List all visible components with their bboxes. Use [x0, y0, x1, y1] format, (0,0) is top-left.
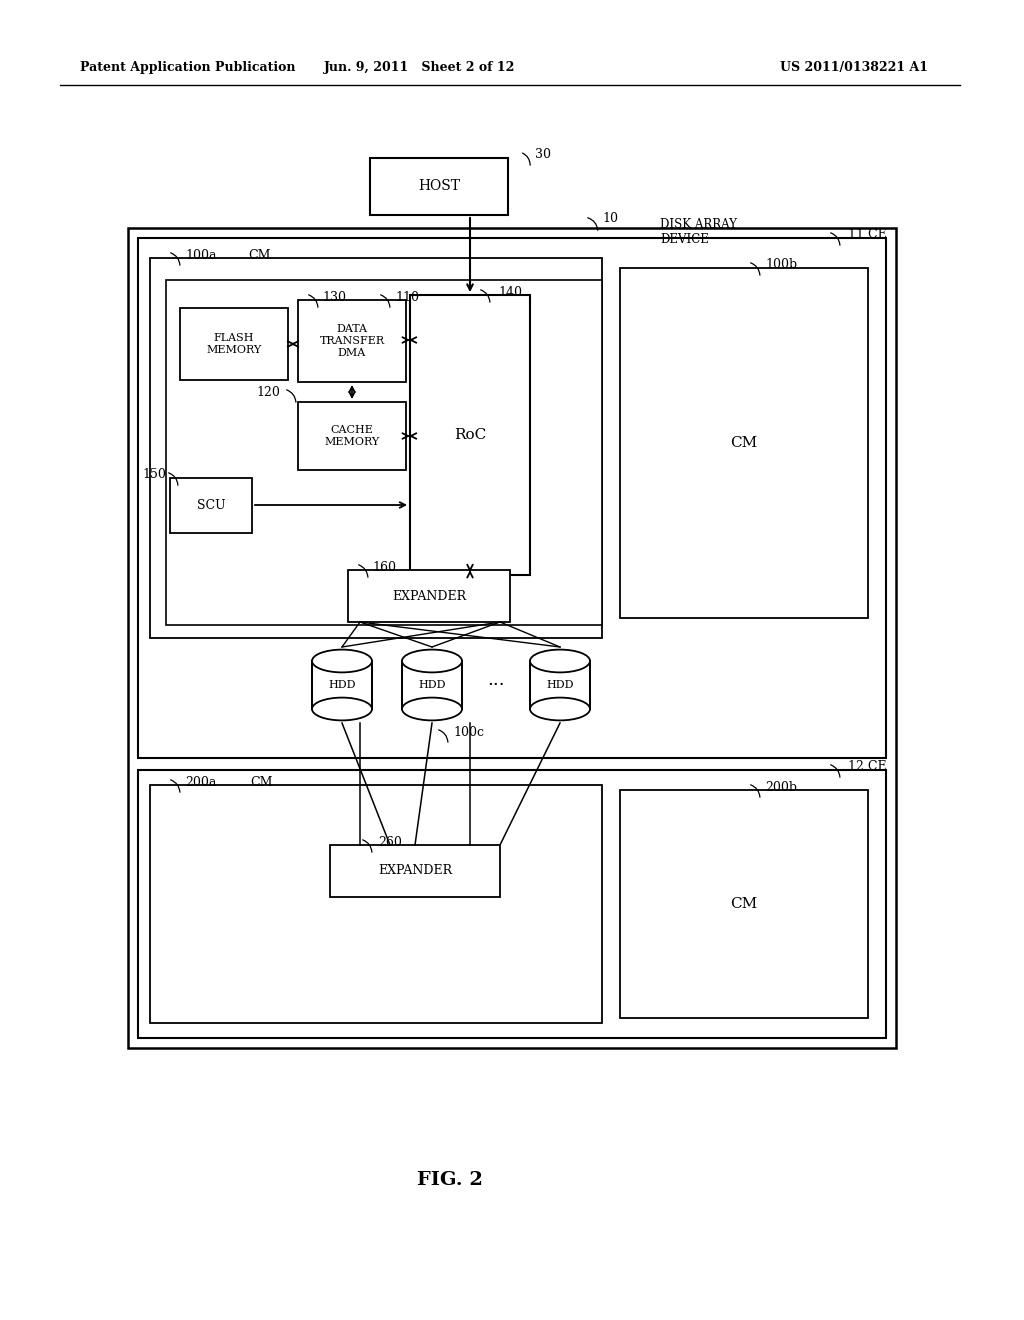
Text: 30: 30: [535, 148, 551, 161]
Bar: [138, 770, 886, 1038]
Bar: [348, 570, 510, 622]
Ellipse shape: [402, 649, 462, 672]
Text: 140: 140: [498, 286, 522, 300]
Bar: [530, 661, 590, 709]
Bar: [330, 845, 500, 898]
Text: CM: CM: [730, 898, 758, 911]
Bar: [620, 789, 868, 1018]
Text: 10: 10: [602, 213, 618, 224]
Bar: [138, 238, 886, 758]
Text: HDD: HDD: [418, 680, 445, 690]
Bar: [410, 294, 530, 576]
Ellipse shape: [530, 697, 590, 721]
Text: FLASH
MEMORY: FLASH MEMORY: [207, 333, 261, 355]
Ellipse shape: [312, 649, 372, 672]
Text: 100a: 100a: [185, 249, 216, 261]
Ellipse shape: [312, 697, 372, 721]
Bar: [170, 478, 252, 533]
Text: CM: CM: [248, 249, 270, 261]
Text: HDD: HDD: [546, 680, 573, 690]
Ellipse shape: [530, 649, 590, 672]
Text: HOST: HOST: [418, 180, 460, 194]
Text: RoC: RoC: [454, 428, 486, 442]
Text: 150: 150: [142, 469, 166, 480]
Text: HDD: HDD: [329, 680, 355, 690]
Text: 200a: 200a: [185, 776, 216, 789]
Bar: [620, 268, 868, 618]
Text: 260: 260: [378, 836, 401, 849]
Bar: [370, 158, 508, 215]
Text: 100b: 100b: [765, 257, 797, 271]
Text: ...: ...: [487, 671, 505, 689]
Text: DISK ARRAY
DEVICE: DISK ARRAY DEVICE: [660, 218, 737, 246]
Text: EXPANDER: EXPANDER: [378, 865, 452, 878]
Text: US 2011/0138221 A1: US 2011/0138221 A1: [780, 62, 928, 74]
Bar: [150, 785, 602, 1023]
Bar: [166, 280, 602, 624]
Bar: [402, 661, 462, 709]
Text: 160: 160: [372, 561, 396, 574]
Text: 200b: 200b: [765, 781, 797, 795]
Text: DATA
TRANSFER
DMA: DATA TRANSFER DMA: [319, 325, 385, 358]
Bar: [150, 257, 602, 638]
Text: CM: CM: [730, 436, 758, 450]
Text: CACHE
MEMORY: CACHE MEMORY: [325, 425, 380, 446]
Text: Jun. 9, 2011   Sheet 2 of 12: Jun. 9, 2011 Sheet 2 of 12: [325, 62, 516, 74]
Bar: [128, 228, 896, 1048]
Bar: [298, 403, 406, 470]
Ellipse shape: [402, 697, 462, 721]
Text: 110: 110: [395, 290, 419, 304]
Text: SCU: SCU: [197, 499, 225, 512]
Bar: [180, 308, 288, 380]
Bar: [298, 300, 406, 381]
Text: FIG. 2: FIG. 2: [417, 1171, 483, 1189]
Text: 11 CE: 11 CE: [848, 228, 887, 242]
Text: 130: 130: [322, 290, 346, 304]
Text: 100c: 100c: [453, 726, 484, 739]
Text: CM: CM: [250, 776, 272, 789]
Text: 120: 120: [256, 385, 280, 399]
Text: Patent Application Publication: Patent Application Publication: [80, 62, 296, 74]
Bar: [312, 661, 372, 709]
Text: EXPANDER: EXPANDER: [392, 590, 466, 602]
Text: 12 CE: 12 CE: [848, 760, 887, 774]
